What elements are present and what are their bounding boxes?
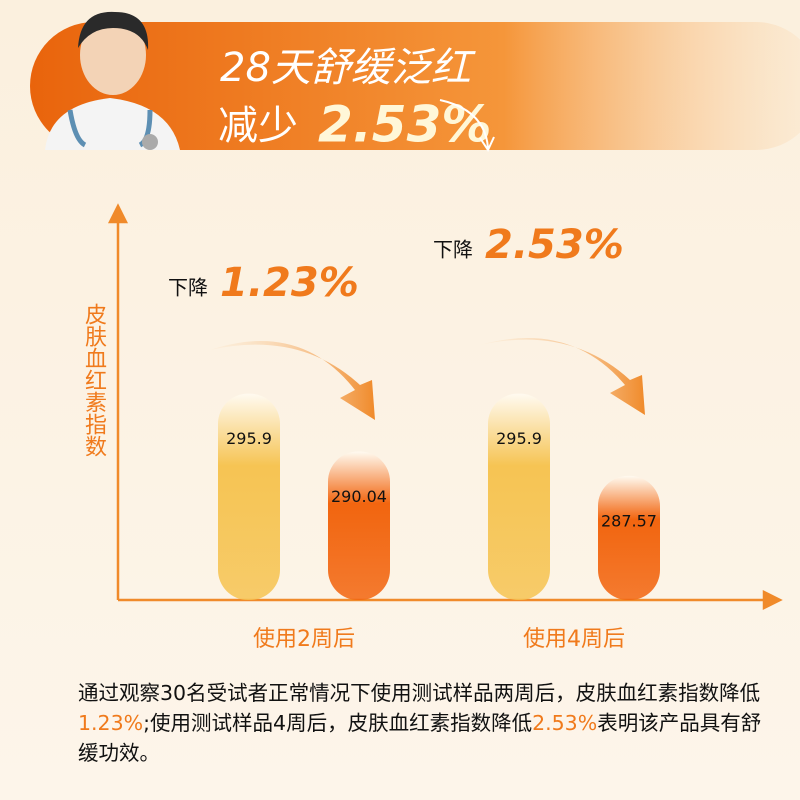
annotation-label: 下降 xyxy=(168,276,208,300)
doctor-avatar xyxy=(45,11,180,150)
header-banner xyxy=(30,22,800,150)
footer-text: 通过观察30名受试者正常情况下使用测试样品两周后，皮肤血红素指数降低 1.23%;… xyxy=(78,678,768,768)
value-label: 287.57 xyxy=(601,511,657,530)
value-label: 295.9 xyxy=(226,429,272,448)
axes xyxy=(107,203,783,611)
header-title: 28天舒缓泛红 xyxy=(220,45,476,91)
footer-segment: 通过观察30名受试者正常情况下使用测试样品两周后，皮肤血红素指数降低 xyxy=(78,681,761,705)
annotation-label: 下降 xyxy=(433,238,473,262)
header-prefix: 减少 xyxy=(218,103,298,149)
bar xyxy=(488,393,550,600)
footer-segment: 表明该产品具有舒缓功效。 xyxy=(78,711,762,765)
footer-segment: 2.53% xyxy=(532,711,598,735)
annotation-value: 1.23% xyxy=(220,260,359,306)
footer-segment: ;使用测试样品4周后，皮肤血红素指数降低 xyxy=(143,711,533,735)
category-label: 使用2周后 xyxy=(253,627,355,652)
annotation-value: 2.53% xyxy=(485,222,624,268)
header-value: 2.53% xyxy=(318,96,491,154)
down-arrow-icon xyxy=(439,99,495,153)
footer-segment: 1.23% xyxy=(78,711,144,735)
category-label: 使用4周后 xyxy=(523,627,625,652)
value-label: 295.9 xyxy=(496,429,542,448)
value-label: 290.04 xyxy=(331,487,387,506)
bar xyxy=(218,393,280,600)
bar xyxy=(598,475,660,600)
y-axis-label: 皮肤血红素指数 xyxy=(81,303,107,457)
bar xyxy=(328,451,390,600)
